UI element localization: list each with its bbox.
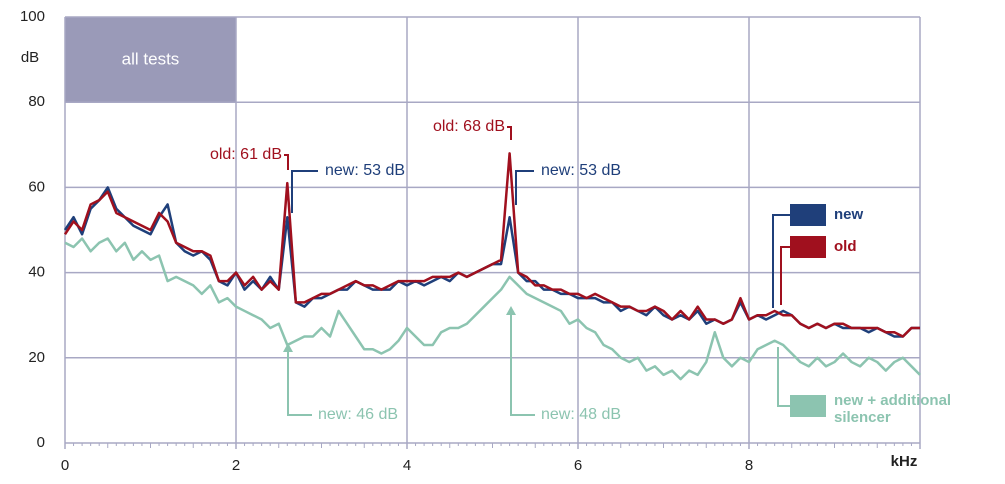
badge-box [65, 17, 236, 103]
annotation: new: 53 dB [325, 162, 405, 179]
y-tick-label: 100 [20, 8, 45, 25]
arrow-head [506, 306, 516, 315]
x-tick-label: 0 [61, 457, 69, 474]
annotation: new: 53 dB [541, 162, 621, 179]
legend-label: new [834, 206, 864, 223]
x-tick-label: 2 [232, 457, 240, 474]
y-axis-label: dB [21, 49, 39, 66]
y-tick-label: 80 [28, 93, 45, 110]
legend-label: old [834, 238, 857, 255]
legend-swatch [790, 236, 826, 258]
x-axis-label: kHz [891, 453, 918, 470]
y-tick-label: 0 [37, 434, 45, 451]
arrow-head [283, 343, 293, 352]
y-tick-label: 40 [28, 264, 45, 281]
x-tick-label: 4 [403, 457, 411, 474]
badge-label: all tests [122, 49, 180, 68]
leader-line [515, 170, 534, 205]
y-tick-label: 60 [28, 178, 45, 195]
annotation: new: 48 dB [541, 406, 621, 423]
leader-line [284, 154, 289, 170]
legend-swatch [790, 204, 826, 226]
annotation: new: 46 dB [318, 406, 398, 423]
annotation: old: 68 dB [433, 118, 505, 135]
x-tick-label: 8 [745, 457, 753, 474]
y-tick-label: 20 [28, 349, 45, 366]
legend-leader [772, 214, 790, 308]
legend-swatch [790, 395, 826, 417]
legend-leader [777, 347, 790, 407]
leader-line [510, 313, 535, 416]
leader-line [507, 126, 512, 140]
legend-leader [780, 246, 790, 305]
series-line [64, 237, 921, 381]
leader-line [291, 170, 318, 213]
leader-line [287, 350, 312, 416]
legend-label: new + additional silencer [834, 392, 952, 426]
series-line [63, 152, 920, 338]
x-tick-label: 6 [574, 457, 582, 474]
annotation: old: 61 dB [210, 146, 282, 163]
